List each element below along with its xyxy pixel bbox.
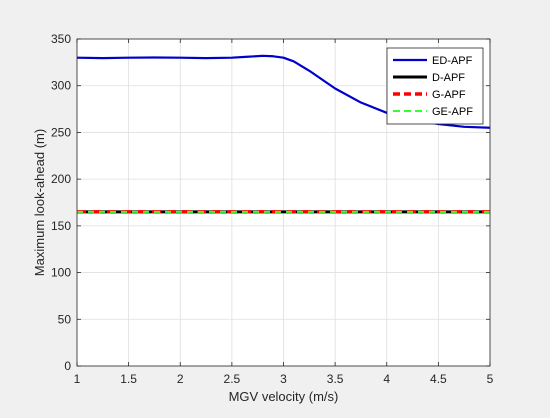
y-tick-label: 300 — [51, 79, 71, 93]
x-tick-label: 3 — [280, 372, 287, 386]
y-tick-label: 150 — [51, 219, 71, 233]
x-axis-label: MGV velocity (m/s) — [229, 389, 339, 404]
y-tick-label: 250 — [51, 125, 71, 139]
x-tick-label: 4.5 — [430, 372, 447, 386]
x-tick-label: 4 — [383, 372, 390, 386]
legend-label-d-apf: D-APF — [432, 72, 465, 84]
legend-label-ed-apf: ED-APF — [432, 55, 473, 67]
x-tick-label: 1.5 — [120, 372, 137, 386]
y-tick-label: 200 — [51, 172, 71, 186]
legend-label-g-apf: G-APF — [432, 89, 466, 101]
y-tick-label: 100 — [51, 266, 71, 280]
x-tick-label: 2.5 — [224, 372, 241, 386]
x-tick-label: 1 — [74, 372, 81, 386]
x-tick-label: 2 — [177, 372, 184, 386]
y-tick-label: 0 — [64, 359, 71, 373]
x-tick-label: 3.5 — [327, 372, 344, 386]
y-axis-label: Maximum look-ahead (m) — [32, 129, 47, 276]
legend: ED-APF D-APF G-APF GE-APF — [386, 47, 484, 125]
y-tick-label: 50 — [58, 312, 72, 326]
x-tick-label: 5 — [487, 372, 494, 386]
legend-label-ge-apf: GE-APF — [432, 106, 473, 118]
y-tick-label: 350 — [51, 32, 71, 46]
